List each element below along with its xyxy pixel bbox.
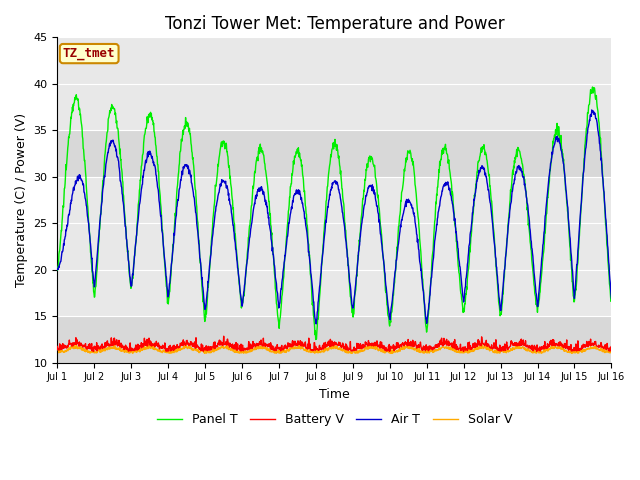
Battery V — [543, 345, 550, 351]
Battery V — [607, 344, 615, 349]
Panel T — [239, 300, 246, 306]
Battery V — [239, 348, 247, 353]
Solar V — [239, 348, 246, 354]
Battery V — [177, 341, 184, 347]
Battery V — [493, 347, 501, 353]
Bar — [58, 316, 611, 362]
Air T — [163, 285, 171, 291]
Air T — [421, 302, 429, 308]
Bar — [58, 223, 611, 270]
Air T — [493, 271, 501, 277]
Solar V — [54, 347, 61, 352]
Panel T — [312, 336, 319, 342]
Solar V — [421, 350, 429, 356]
Panel T — [54, 267, 61, 273]
Line: Air T: Air T — [58, 110, 611, 324]
Panel T — [163, 293, 171, 299]
Air T — [54, 267, 61, 273]
Line: Panel T: Panel T — [58, 87, 611, 339]
Battery V — [220, 333, 228, 339]
Solar V — [542, 348, 550, 353]
Bar — [58, 130, 611, 177]
Panel T — [607, 296, 615, 302]
Panel T — [493, 274, 501, 280]
Battery V — [54, 344, 61, 349]
Bar — [58, 37, 611, 84]
Battery V — [460, 348, 467, 354]
Legend: Panel T, Battery V, Air T, Solar V: Panel T, Battery V, Air T, Solar V — [152, 408, 517, 431]
Text: TZ_tmet: TZ_tmet — [63, 47, 115, 60]
Line: Battery V: Battery V — [58, 336, 611, 351]
Panel T — [589, 84, 596, 90]
Air T — [588, 107, 596, 113]
Panel T — [177, 148, 184, 154]
Solar V — [555, 340, 563, 346]
Solar V — [163, 350, 171, 356]
Battery V — [421, 346, 429, 352]
Line: Solar V: Solar V — [58, 343, 611, 353]
Solar V — [607, 349, 615, 355]
X-axis label: Time: Time — [319, 388, 350, 401]
Y-axis label: Temperature (C) / Power (V): Temperature (C) / Power (V) — [15, 113, 28, 287]
Solar V — [493, 349, 501, 355]
Air T — [312, 321, 320, 327]
Panel T — [421, 307, 429, 312]
Solar V — [177, 347, 184, 353]
Solar V — [348, 350, 356, 356]
Air T — [542, 206, 550, 212]
Air T — [239, 300, 246, 306]
Title: Tonzi Tower Met: Temperature and Power: Tonzi Tower Met: Temperature and Power — [164, 15, 504, 33]
Air T — [607, 295, 615, 301]
Air T — [177, 177, 184, 183]
Panel T — [542, 218, 550, 224]
Battery V — [163, 348, 171, 354]
